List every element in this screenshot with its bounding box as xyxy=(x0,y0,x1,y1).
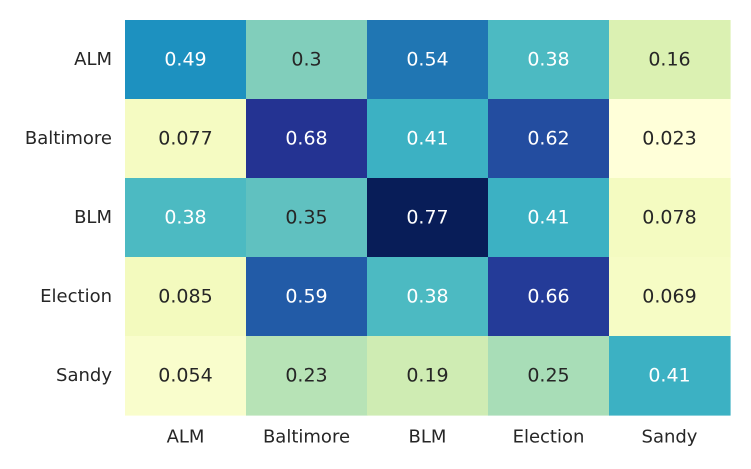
heatmap-cell xyxy=(125,178,247,258)
y-tick-label: ALM xyxy=(74,49,112,70)
heatmap-cell xyxy=(125,257,247,337)
heatmap-cell xyxy=(246,178,368,258)
y-tick-label: Baltimore xyxy=(25,128,112,149)
y-tick-label: BLM xyxy=(74,207,112,228)
cell-value-label: 0.077 xyxy=(158,128,212,150)
cell-value-label: 0.35 xyxy=(285,207,327,229)
cell-value-label: 0.41 xyxy=(527,207,569,229)
cell-value-label: 0.054 xyxy=(158,365,212,387)
cell-value-label: 0.62 xyxy=(527,128,569,150)
heatmap-cell xyxy=(609,20,731,100)
cell-value-label: 0.54 xyxy=(406,49,448,71)
heatmap-annotations: 0.49 0.3 0.54 0.38 0.16 0.077 0.68 0.41 0.62 0.02… xyxy=(158,49,696,387)
cell-value-label: 0.023 xyxy=(642,128,696,150)
heatmap-cell xyxy=(125,99,247,179)
x-tick-label: Sandy xyxy=(642,427,698,448)
heatmap-cell xyxy=(609,336,731,416)
x-tick-label: BLM xyxy=(409,427,447,448)
cell-value-label: 0.68 xyxy=(285,128,327,150)
cell-value-label: 0.069 xyxy=(642,286,696,308)
heatmap-cell xyxy=(488,99,610,179)
heatmap-cell xyxy=(246,99,368,179)
cell-value-label: 0.41 xyxy=(406,128,448,150)
cell-value-label: 0.3 xyxy=(291,49,321,71)
heatmap-cell xyxy=(609,99,731,179)
cell-value-label: 0.085 xyxy=(158,286,212,308)
cell-value-label: 0.59 xyxy=(285,286,327,308)
heatmap-cell xyxy=(488,178,610,258)
heatmap-cell xyxy=(246,336,368,416)
x-tick-label: Election xyxy=(513,427,585,448)
heatmap-cells xyxy=(125,20,731,416)
x-tick-label: Baltimore xyxy=(263,427,350,448)
heatmap-cell xyxy=(609,178,731,258)
heatmap-cell xyxy=(367,257,489,337)
cell-value-label: 0.078 xyxy=(642,207,696,229)
cell-value-label: 0.38 xyxy=(164,207,206,229)
heatmap-cell xyxy=(367,178,489,258)
heatmap-cell xyxy=(125,20,247,100)
heatmap-cell xyxy=(246,257,368,337)
heatmap-cell xyxy=(488,20,610,100)
y-tick-label: Sandy xyxy=(56,365,112,386)
heatmap-cell xyxy=(367,20,489,100)
x-axis-tick-labels: ALM Baltimore BLM Election Sandy xyxy=(167,427,698,448)
cell-value-label: 0.41 xyxy=(648,365,690,387)
x-tick-label: ALM xyxy=(167,427,205,448)
cell-value-label: 0.38 xyxy=(527,49,569,71)
heatmap-cell xyxy=(246,20,368,100)
cell-value-label: 0.16 xyxy=(648,49,690,71)
cell-value-label: 0.23 xyxy=(285,365,327,387)
cell-value-label: 0.49 xyxy=(164,49,206,71)
heatmap-cell xyxy=(609,257,731,337)
heatmap-cell xyxy=(367,99,489,179)
cell-value-label: 0.25 xyxy=(527,365,569,387)
heatmap-cell xyxy=(125,336,247,416)
heatmap-cell xyxy=(488,336,610,416)
cell-value-label: 0.19 xyxy=(406,365,448,387)
heatmap-cell xyxy=(488,257,610,337)
cell-value-label: 0.38 xyxy=(406,286,448,308)
heatmap-cell xyxy=(367,336,489,416)
cell-value-label: 0.66 xyxy=(527,286,569,308)
y-tick-label: Election xyxy=(40,286,112,307)
y-axis-tick-labels: ALM Baltimore BLM Election Sandy xyxy=(25,49,112,386)
cell-value-label: 0.77 xyxy=(406,207,448,229)
